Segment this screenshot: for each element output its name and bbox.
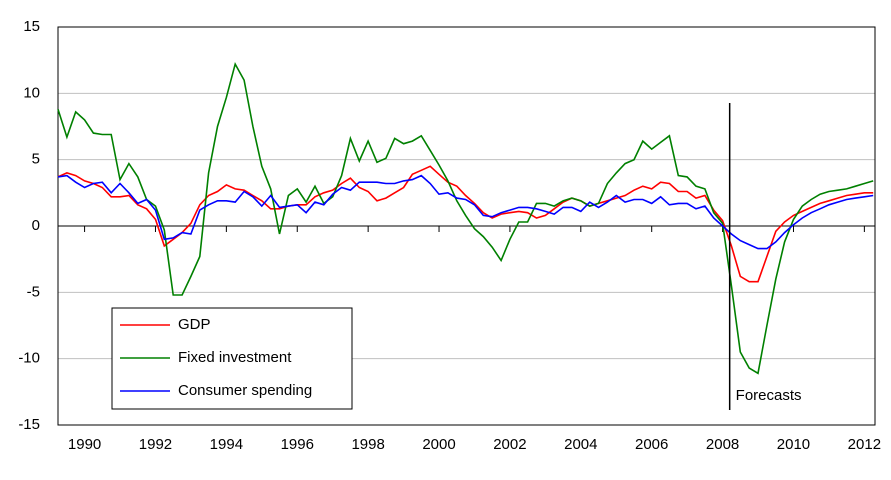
series-line [57, 165, 874, 283]
y-tick-label: -10 [18, 350, 40, 367]
x-tick-label: 2004 [564, 436, 597, 453]
x-tick-label: 1992 [139, 436, 172, 453]
y-tick-label: 10 [23, 84, 40, 101]
y-tick-label: 5 [32, 151, 40, 168]
series-line [57, 174, 874, 250]
x-tick-label: 2008 [706, 436, 739, 453]
y-tick-label: 15 [23, 18, 40, 35]
legend-label: Fixed investment [178, 349, 292, 366]
x-tick-label: 2012 [848, 436, 881, 453]
x-tick-label: 2000 [422, 436, 455, 453]
x-tick-label: 1996 [281, 436, 314, 453]
y-tick-label: -15 [18, 416, 40, 433]
x-tick-label: 2006 [635, 436, 668, 453]
x-tick-label: 1998 [351, 436, 384, 453]
annotation: Forecasts [736, 387, 802, 404]
y-tick-label: 0 [32, 217, 40, 234]
x-tick-label: 1990 [68, 436, 101, 453]
series-line [57, 61, 874, 375]
legend-label: GDP [178, 316, 211, 333]
x-tick-label: 1994 [210, 436, 243, 453]
y-tick-label: -5 [27, 283, 40, 300]
legend-label: Consumer spending [178, 382, 312, 399]
x-tick-label: 2010 [777, 436, 810, 453]
x-tick-label: 2002 [493, 436, 526, 453]
